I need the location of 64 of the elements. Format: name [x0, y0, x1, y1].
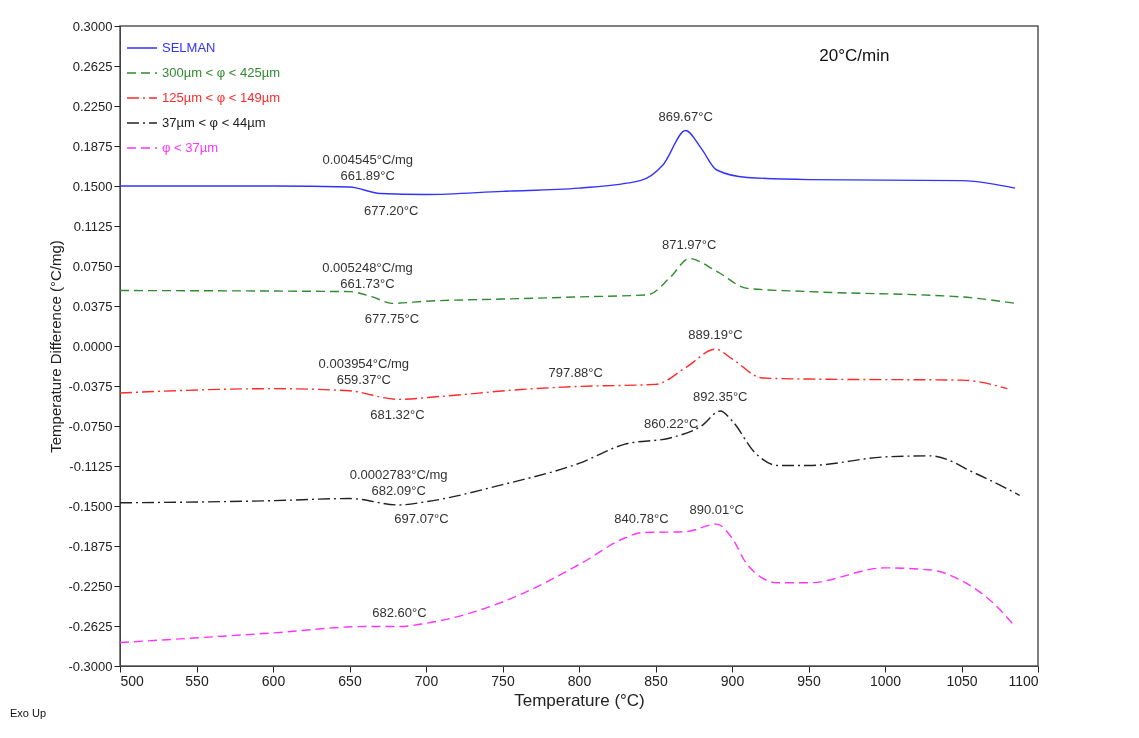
annotation: 840.78°C: [614, 510, 669, 526]
y-tick-label: 0.0750: [72, 258, 113, 274]
x-tick-label: 750: [491, 672, 515, 689]
y-tick-label: -0.0750: [68, 418, 113, 434]
x-tick-label: 900: [720, 672, 745, 689]
y-axis-title: Temperature Difference (°C/mg): [47, 240, 65, 453]
annotation: 677.75°C: [364, 311, 420, 327]
y-tick-label: 0.1875: [72, 138, 113, 154]
y-tick-label: 0.2625: [72, 58, 113, 74]
line-series: [120, 410, 1021, 506]
x-tick-label: 800: [567, 672, 592, 689]
y-tick-label: -0.0375: [68, 378, 113, 394]
x-tick-label: 1050: [946, 672, 978, 689]
line-series: [120, 129, 1016, 196]
y-tick-label: -0.1125: [69, 458, 113, 474]
x-tick-label: 550: [185, 672, 209, 689]
annotation: 871.97°C: [661, 236, 717, 252]
y-tick-label: 0.2250: [72, 98, 113, 114]
annotation: 0.003954°C/mg: [318, 356, 410, 371]
annotation: 0.005248°C/mg: [322, 260, 413, 275]
annotation: 797.88°C: [548, 364, 603, 380]
x-tick-label: 850: [644, 672, 668, 689]
line-series: [120, 348, 1009, 401]
annotation: 681.32°C: [370, 407, 425, 423]
x-tick-label: 600: [261, 672, 286, 689]
annotation: 661.73°C: [340, 276, 395, 291]
annotation: 890.01°C: [689, 502, 744, 518]
x-axis-title: Temperature (°C): [514, 690, 645, 710]
y-tick-label: 0.0000: [72, 338, 113, 354]
annotation: 0.0002783°C/mg: [349, 466, 448, 482]
y-tick-label: 0.1500: [72, 178, 113, 194]
annotation: 889.19°C: [688, 327, 743, 343]
annotation: 677.20°C: [363, 202, 419, 218]
annotation: 682.60°C: [372, 604, 427, 620]
annotation: 697.07°C: [394, 510, 449, 526]
annotation: 892.35°C: [693, 389, 748, 405]
x-tick-label: 700: [414, 672, 439, 689]
y-tick-label: -0.1875: [68, 538, 113, 554]
x-tick-label: 950: [797, 672, 821, 689]
y-tick-label: 0.0375: [72, 298, 113, 314]
line-series: [120, 257, 1016, 305]
legend-label: φ < 37µm: [162, 140, 219, 155]
y-tick-label: -0.2625: [68, 618, 113, 634]
annotation: 682.09°C: [371, 482, 426, 498]
annotation: 869.67°C: [658, 108, 713, 124]
text: Exo Up: [10, 707, 47, 719]
y-tick-label: 0.3000: [72, 18, 113, 34]
annotation: 0.004545°C/mg: [322, 152, 413, 168]
legend-label: 37µm < φ < 44µm: [162, 115, 266, 130]
x-tick-label: 650: [338, 672, 362, 689]
annotation: 661.89°C: [340, 168, 395, 184]
x-tick-label: 1000: [869, 672, 902, 689]
y-tick-label: 0.1125: [73, 218, 113, 234]
y-tick-label: -0.1500: [68, 498, 113, 514]
x-tick-label: 1100: [1008, 672, 1039, 689]
legend-label: 125µm < φ < 149µm: [162, 90, 281, 105]
annotation: 20°C/min: [819, 46, 890, 65]
legend-label: SELMAN: [162, 40, 216, 55]
x-tick-label: 500: [120, 672, 145, 689]
legend-label: 300µm < φ < 425µm: [162, 65, 281, 80]
annotation: 860.22°C: [643, 415, 699, 431]
y-tick-label: -0.2250: [68, 578, 113, 594]
annotation: 659.37°C: [336, 372, 392, 387]
y-tick-label: -0.3000: [68, 658, 113, 674]
